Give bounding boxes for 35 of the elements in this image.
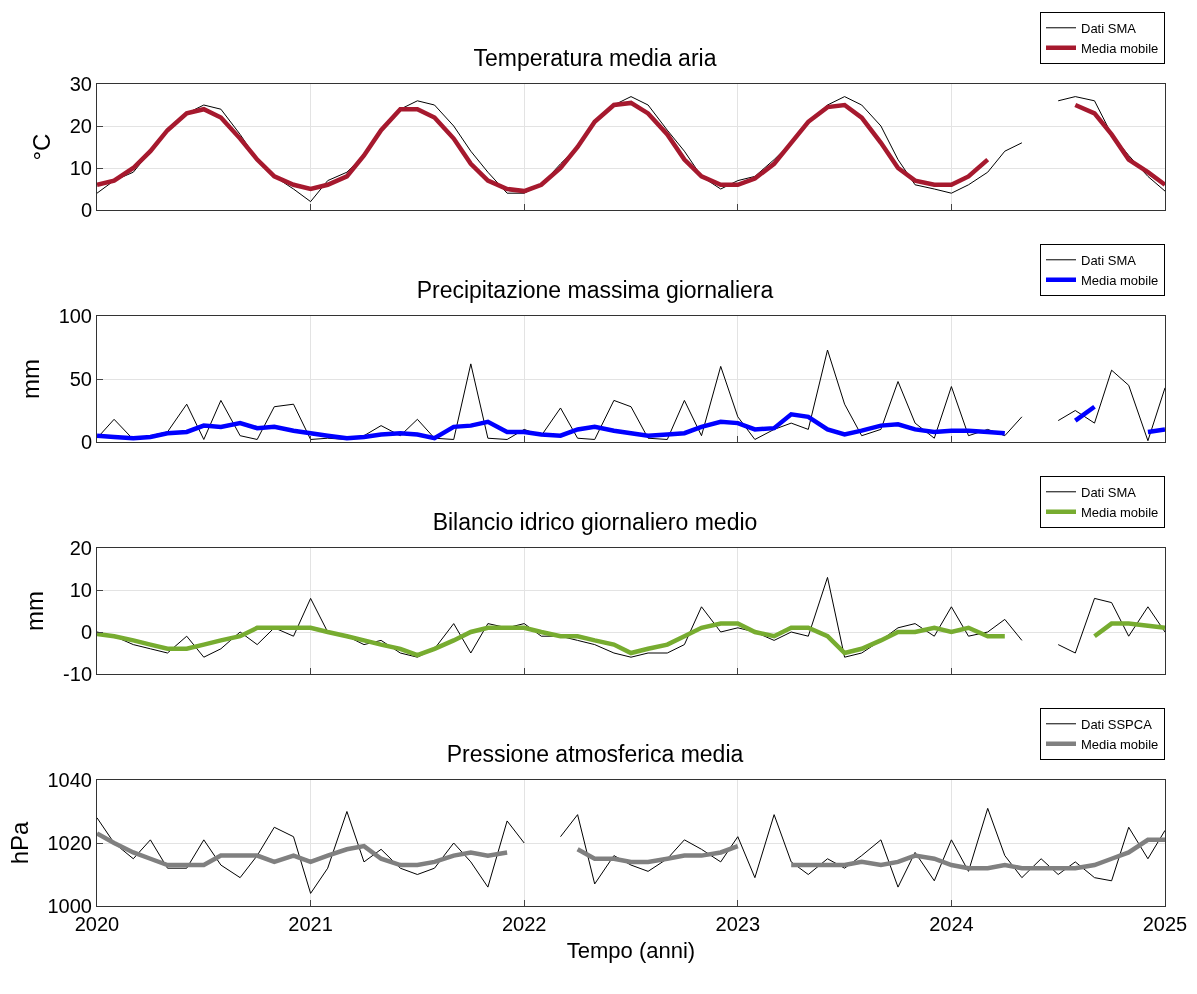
y-tick-label: 1020 (47, 832, 92, 854)
y-tick-label: 20 (69, 115, 92, 137)
chart-title: Bilancio idrico giornaliero medio (432, 509, 758, 536)
x-tick-label: 2025 (1142, 913, 1188, 935)
chart-title: Temperatura media aria (473, 45, 717, 72)
x-axis-title: Tempo (anni) (566, 937, 696, 963)
x-tick-label: 2024 (929, 913, 974, 935)
y-tick-label: 0 (80, 199, 92, 221)
y-tick-label: 1040 (47, 769, 92, 791)
legend-label: Dati SMA (1081, 484, 1137, 500)
y-tick-label: 20 (69, 537, 92, 559)
y-tick-label: -10 (63, 663, 92, 685)
y-axis-title: hPa (5, 821, 33, 865)
y-axis-title: °C (27, 133, 55, 161)
y-tick-label: 10 (69, 157, 92, 179)
y-tick-label: 0 (80, 621, 92, 643)
chart-title: Pressione atmosferica media (446, 741, 744, 768)
legend-label: Dati SSPCA (1081, 716, 1153, 732)
legend-label: Media mobile (1081, 736, 1159, 752)
chart-title: Precipitazione massima giornaliera (416, 277, 774, 304)
legend-label: Media mobile (1081, 272, 1159, 288)
legend-label: Media mobile (1081, 40, 1159, 56)
legend-label: Media mobile (1081, 504, 1159, 520)
y-tick-label: 10 (69, 579, 92, 601)
y-axis-title: mm (16, 359, 44, 399)
y-tick-label: 0 (80, 431, 92, 453)
y-tick-label: 30 (69, 73, 92, 95)
x-tick-label: 2022 (501, 913, 547, 935)
y-tick-label: 100 (58, 305, 92, 327)
legend-label: Dati SMA (1081, 252, 1137, 268)
y-tick-label: 50 (69, 368, 92, 390)
x-tick-label: 2021 (288, 913, 333, 935)
x-tick-label: 2023 (715, 913, 761, 935)
legend-label: Dati SMA (1081, 20, 1137, 36)
y-axis-title: mm (21, 591, 49, 631)
